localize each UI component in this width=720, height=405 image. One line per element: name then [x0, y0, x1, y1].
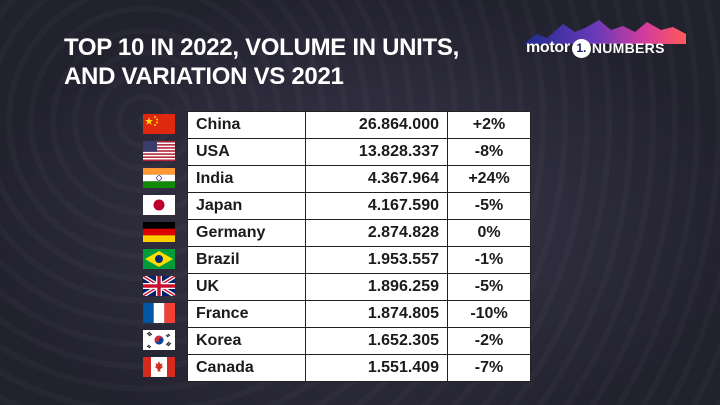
- variation-cell: +24%: [447, 165, 531, 193]
- country-cell: Brazil: [187, 246, 306, 274]
- title-line-2: AND VARIATION VS 2021: [64, 63, 344, 90]
- variation-cell: -5%: [447, 192, 531, 220]
- logo-one-badge: 1.: [571, 38, 591, 58]
- table-row: Germany 2.874.828 0%: [187, 219, 531, 247]
- table-row: France 1.874.805 -10%: [187, 300, 531, 328]
- country-cell: France: [187, 300, 306, 328]
- table-row: UK 1.896.259 -5%: [187, 273, 531, 301]
- brazil-flag-icon: [143, 249, 175, 269]
- table-row: Japan 4.167.590 -5%: [187, 192, 531, 220]
- variation-cell: -10%: [447, 300, 531, 328]
- units-cell: 2.874.828: [305, 219, 448, 247]
- japan-flag-icon: [143, 195, 175, 215]
- germany-flag-icon: [143, 222, 175, 242]
- variation-cell: -1%: [447, 246, 531, 274]
- usa-flag-icon: [143, 141, 175, 161]
- units-cell: 26.864.000: [305, 111, 448, 139]
- page-title: TOP 10 IN 2022, VOLUME IN UNITS, AND VAR…: [64, 33, 524, 91]
- units-cell: 1.953.557: [305, 246, 448, 274]
- units-cell: 1.896.259: [305, 273, 448, 301]
- country-cell: Korea: [187, 327, 306, 355]
- country-cell: UK: [187, 273, 306, 301]
- units-cell: 13.828.337: [305, 138, 448, 166]
- logo-suffix: NUMBERS: [591, 40, 665, 56]
- logo-brand: motor: [526, 39, 570, 56]
- india-flag-icon: [143, 168, 175, 188]
- france-flag-icon: [143, 303, 175, 323]
- table-row: Korea 1.652.305 -2%: [187, 327, 531, 355]
- units-cell: 1.551.409: [305, 354, 448, 382]
- logo-wordmark: motor 1. NUMBERS: [526, 37, 686, 59]
- country-cell: India: [187, 165, 306, 193]
- country-cell: Japan: [187, 192, 306, 220]
- variation-cell: +2%: [447, 111, 531, 139]
- units-cell: 1.874.805: [305, 300, 448, 328]
- units-cell: 4.367.964: [305, 165, 448, 193]
- title-line-1: TOP 10 IN 2022, VOLUME IN UNITS,: [64, 34, 459, 61]
- table-row: Canada 1.551.409 -7%: [187, 354, 531, 382]
- logo-mountain-icon: [523, 20, 686, 44]
- country-cell: China: [187, 111, 306, 139]
- variation-cell: 0%: [447, 219, 531, 247]
- units-cell: 1.652.305: [305, 327, 448, 355]
- country-cell: USA: [187, 138, 306, 166]
- table-row: India 4.367.964 +24%: [187, 165, 531, 193]
- canada-flag-icon: [143, 357, 175, 377]
- variation-cell: -7%: [447, 354, 531, 382]
- variation-cell: -2%: [447, 327, 531, 355]
- table-row: China 26.864.000 +2%: [187, 111, 531, 139]
- uk-flag-icon: [143, 276, 175, 296]
- table-row: Brazil 1.953.557 -1%: [187, 246, 531, 274]
- units-cell: 4.167.590: [305, 192, 448, 220]
- data-table: China 26.864.000 +2% USA 13.828.337 -8% …: [187, 111, 531, 382]
- variation-cell: -5%: [447, 273, 531, 301]
- china-flag-icon: [143, 114, 175, 134]
- variation-cell: -8%: [447, 138, 531, 166]
- motor1-numbers-logo: motor 1. NUMBERS: [523, 18, 686, 62]
- table-row: USA 13.828.337 -8%: [187, 138, 531, 166]
- korea-flag-icon: [143, 330, 175, 350]
- country-cell: Canada: [187, 354, 306, 382]
- country-cell: Germany: [187, 219, 306, 247]
